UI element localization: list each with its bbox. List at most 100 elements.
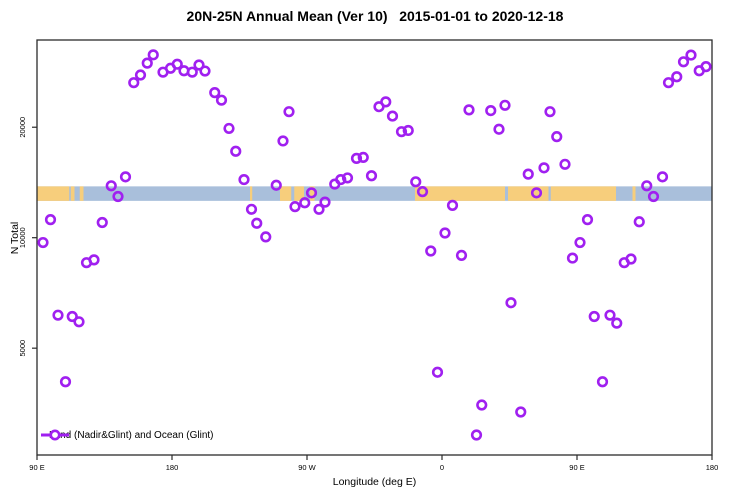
y-tick-label: 20000 bbox=[18, 117, 27, 138]
land-strip-segment bbox=[632, 186, 636, 201]
data-point bbox=[410, 176, 422, 188]
legend-label: Land (Nadir&Glint) and Ocean (Glint) bbox=[49, 429, 214, 441]
data-point bbox=[402, 124, 414, 137]
data-point bbox=[515, 406, 527, 418]
data-point bbox=[493, 123, 505, 135]
data-point bbox=[671, 71, 683, 83]
data-point bbox=[499, 99, 511, 111]
data-point bbox=[350, 152, 363, 164]
data-point bbox=[380, 96, 392, 108]
x-axis-label: Longitude (deg E) bbox=[332, 476, 417, 488]
data-point bbox=[538, 162, 550, 174]
legend-marker-icon bbox=[41, 429, 69, 441]
data-point bbox=[685, 49, 697, 61]
data-point bbox=[386, 110, 399, 122]
data-point bbox=[313, 203, 325, 215]
data-point bbox=[44, 214, 57, 226]
data-point bbox=[544, 106, 556, 118]
data-point bbox=[289, 201, 301, 213]
data-point bbox=[485, 104, 497, 117]
data-point bbox=[59, 376, 72, 388]
x-tick-label: 180 bbox=[706, 463, 719, 472]
data-point bbox=[700, 61, 712, 73]
data-point bbox=[73, 316, 85, 328]
data-point bbox=[141, 57, 153, 69]
data-point bbox=[431, 366, 444, 378]
land-strip-segment bbox=[250, 186, 253, 201]
data-point bbox=[566, 252, 579, 264]
data-point bbox=[134, 69, 147, 81]
data-point bbox=[88, 254, 100, 266]
data-point bbox=[530, 187, 543, 199]
data-point bbox=[171, 58, 183, 70]
data-point bbox=[439, 227, 451, 239]
legend: Land (Nadir&Glint) and Ocean (Glint) bbox=[40, 428, 214, 442]
land-strip-segment bbox=[79, 186, 84, 201]
x-tick-label: 90 E bbox=[569, 463, 584, 472]
data-point bbox=[596, 376, 609, 388]
land-strip-segment bbox=[550, 186, 616, 201]
land-strip-segment bbox=[70, 186, 75, 201]
data-point bbox=[66, 310, 78, 323]
x-tick-label: 90 W bbox=[298, 463, 316, 472]
data-point bbox=[604, 309, 616, 321]
data-point bbox=[305, 187, 318, 199]
data-point bbox=[299, 197, 311, 209]
data-point bbox=[357, 151, 369, 164]
land-strip-segment bbox=[415, 186, 505, 201]
data-point bbox=[186, 66, 198, 78]
data-point bbox=[588, 310, 600, 323]
data-point bbox=[112, 190, 124, 203]
data-point bbox=[446, 199, 459, 211]
land-strip-segment bbox=[310, 186, 315, 201]
data-point bbox=[251, 217, 263, 229]
data-point bbox=[105, 180, 117, 192]
data-point bbox=[365, 170, 378, 182]
data-point bbox=[209, 87, 221, 99]
data-point bbox=[319, 196, 331, 208]
y-axis-label: N Total bbox=[9, 221, 21, 255]
data-point bbox=[395, 126, 408, 138]
data-point bbox=[581, 214, 594, 226]
data-point bbox=[147, 49, 159, 61]
data-point bbox=[470, 429, 483, 441]
land-strip-segment bbox=[37, 186, 70, 201]
data-point bbox=[37, 236, 49, 249]
data-point bbox=[611, 317, 623, 329]
data-point bbox=[656, 171, 669, 183]
data-point bbox=[341, 172, 354, 184]
data-point bbox=[455, 249, 468, 261]
data-point bbox=[416, 186, 429, 198]
data-point bbox=[574, 236, 586, 249]
data-point bbox=[215, 94, 228, 106]
data-point bbox=[119, 171, 132, 183]
data-point bbox=[199, 65, 211, 77]
data-point bbox=[128, 77, 140, 89]
data-point bbox=[677, 56, 690, 68]
land-strip-segment bbox=[294, 186, 304, 201]
data-point bbox=[238, 173, 250, 186]
data-point bbox=[230, 145, 242, 157]
data-point bbox=[193, 59, 205, 71]
x-tick-label: 90 E bbox=[29, 463, 44, 472]
data-point bbox=[270, 179, 282, 191]
data-point bbox=[633, 216, 645, 228]
plot-frame bbox=[36, 39, 713, 456]
x-tick-label: 0 bbox=[440, 463, 444, 472]
data-point bbox=[551, 131, 563, 143]
y-tick-label: 5000 bbox=[18, 340, 27, 357]
y-tick-label: 10000 bbox=[18, 227, 27, 248]
data-point bbox=[662, 77, 675, 89]
land-strip-segment bbox=[508, 186, 549, 201]
data-point bbox=[277, 135, 289, 147]
data-point bbox=[647, 190, 660, 203]
data-point bbox=[463, 104, 475, 116]
data-point bbox=[96, 216, 108, 229]
data-point bbox=[425, 245, 437, 257]
data-point bbox=[476, 399, 488, 411]
data-point bbox=[329, 178, 341, 190]
data-point bbox=[245, 203, 258, 215]
data-point bbox=[522, 168, 534, 180]
